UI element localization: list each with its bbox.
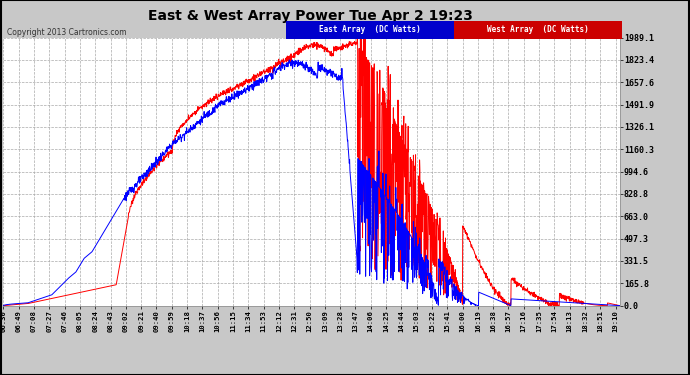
Text: Copyright 2013 Cartronics.com: Copyright 2013 Cartronics.com: [7, 28, 126, 37]
Text: East Array  (DC Watts): East Array (DC Watts): [319, 26, 421, 34]
Text: West Array  (DC Watts): West Array (DC Watts): [487, 26, 589, 34]
Text: East & West Array Power Tue Apr 2 19:23: East & West Array Power Tue Apr 2 19:23: [148, 9, 473, 23]
